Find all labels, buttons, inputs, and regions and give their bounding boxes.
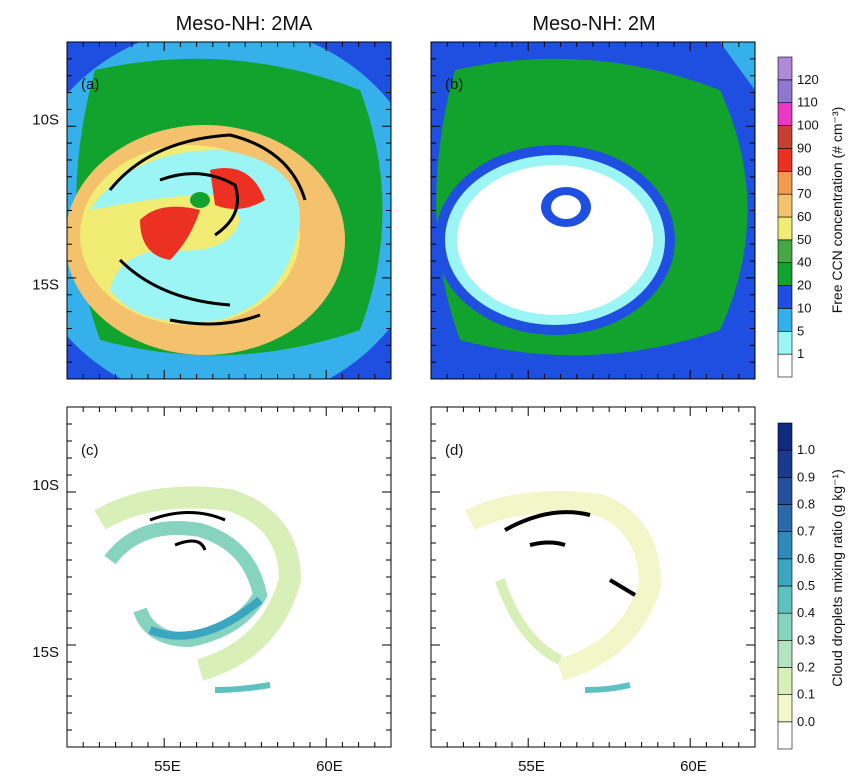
panel-d-light-band <box>465 491 662 681</box>
colorbar-cloud-title: Cloud droplets mixing ratio (g kg⁻¹) <box>829 469 845 686</box>
colorbar-ccn-swatch <box>777 308 793 332</box>
x-tick-label: 60E <box>316 758 343 775</box>
colorbar-ccn-swatch <box>777 125 793 149</box>
colorbar-ccn: 1 5 10 20 40 50 60 70 80 90 100 110 120 <box>777 56 819 378</box>
colorbar-cloud-level-label: 0.3 <box>797 632 815 647</box>
colorbar-ccn-level-label: 60 <box>797 209 811 224</box>
x-tick-label: 60E <box>680 758 707 775</box>
panel-b-corner-band <box>720 42 755 90</box>
y-tick-label: 10S <box>32 112 59 129</box>
panel-b-eye <box>551 195 581 219</box>
panel-c-dark-band <box>148 596 263 640</box>
panel-b-white-area <box>457 165 653 315</box>
title-right: Meso-NH: 2M <box>532 13 655 35</box>
panel-a-green-ring <box>110 64 345 160</box>
panel-a-contours <box>108 133 307 326</box>
colorbar-ccn-level-label: 20 <box>797 278 811 293</box>
panel-d-south-band <box>584 682 631 693</box>
colorbar-ccn-level-label: 80 <box>797 163 811 178</box>
colorbar-cloud-level-label: 1.0 <box>797 442 815 457</box>
colorbar-cloud-level-label: 0.2 <box>797 660 815 675</box>
panel-a-red-core <box>140 206 200 260</box>
panel-c-contours <box>149 511 226 551</box>
colorbar-ccn-swatch <box>777 170 793 195</box>
colorbar-cloud-level-label: 0.6 <box>797 551 815 566</box>
colorbar-ccn-swatch <box>777 102 793 126</box>
colorbar-cloud-swatch <box>777 504 793 532</box>
colorbar-ccn-swatch <box>777 79 793 104</box>
colorbar-ccn-title: Free CCN concentration (# cm⁻³) <box>829 107 845 314</box>
panel-a <box>67 42 391 379</box>
colorbar-cloud-level-label: 0.7 <box>797 524 815 539</box>
colorbar-cloud-swatch <box>777 585 793 614</box>
panel-a-label: (a) <box>81 76 99 93</box>
colorbar-ccn-swatch <box>777 148 793 172</box>
colorbar-cloud-swatch <box>777 721 793 750</box>
colorbar-ccn-level-label: 10 <box>797 300 811 315</box>
y-tick-label: 10S <box>32 477 59 494</box>
colorbar-cloud-swatch <box>777 612 793 641</box>
colorbar-ccn-level-label: 120 <box>797 72 819 87</box>
colorbar-cloud-swatch <box>777 640 793 668</box>
y-tick-label: 15S <box>32 644 59 661</box>
colorbar-cloud-level-label: 0.0 <box>797 714 815 729</box>
colorbar-ccn-level-label: 5 <box>797 323 804 338</box>
colorbar-ccn-level-label: 70 <box>797 186 811 201</box>
panel-d <box>431 407 755 747</box>
colorbar-cloud-level-label: 0.1 <box>797 687 815 702</box>
title-left: Meso-NH: 2MA <box>176 13 313 35</box>
panel-d-background <box>431 407 755 747</box>
colorbar-ccn-swatch <box>777 285 793 309</box>
panel-c-background <box>67 407 391 747</box>
panel-b-label: (b) <box>445 76 463 93</box>
colorbar-ccn-swatch <box>777 353 793 378</box>
colorbar-ccn-swatch <box>777 330 793 355</box>
colorbar-cloud: 0.0 0.1 0.2 0.3 0.4 0.5 0.6 0.7 0.8 0.9 1.0 <box>777 422 815 750</box>
panel-c <box>67 407 391 747</box>
colorbar-ccn-swatch <box>777 56 793 81</box>
colorbar-ccn-swatch <box>777 239 793 264</box>
colorbar-cloud-level-label: 0.4 <box>797 605 815 620</box>
colorbar-ccn-level-label: 50 <box>797 232 811 247</box>
axis-ticks: 10S 15S 10S 15S 55E 60E 55E 60E <box>32 42 755 775</box>
panel-c-light-band <box>94 486 302 681</box>
panel-a-eye <box>190 192 210 208</box>
panel-b <box>431 42 755 379</box>
panel-d-label: (d) <box>445 442 463 459</box>
colorbar-cloud-swatch <box>777 422 793 451</box>
panel-d-contours <box>504 510 637 597</box>
colorbar-ccn-swatch <box>777 193 793 218</box>
colorbar-cloud-swatch <box>777 477 793 505</box>
x-tick-label: 55E <box>154 758 181 775</box>
colorbar-cloud-swatch <box>777 667 793 695</box>
colorbar-cloud-swatch <box>777 449 793 478</box>
colorbar-ccn-level-label: 1 <box>797 346 804 361</box>
colorbar-ccn-level-label: 110 <box>797 95 818 110</box>
colorbar-cloud-swatch <box>777 531 793 560</box>
colorbar-cloud-level-label: 0.5 <box>797 578 815 593</box>
panel-c-south-band <box>214 682 271 693</box>
panel-c-label: (c) <box>81 442 99 459</box>
panel-d-mid-band <box>495 578 563 665</box>
colorbar-cloud-swatch <box>777 694 793 723</box>
colorbar-cloud-swatch <box>777 558 793 587</box>
colorbar-cloud-level-label: 0.8 <box>797 497 815 512</box>
colorbar-ccn-swatch <box>777 216 793 241</box>
colorbar-ccn-level-label: 40 <box>797 255 811 270</box>
y-tick-label: 15S <box>32 277 59 294</box>
colorbar-cloud-level-label: 0.9 <box>797 469 815 484</box>
colorbar-ccn-swatch <box>777 262 793 286</box>
x-tick-label: 55E <box>518 758 545 775</box>
colorbar-ccn-level-label: 90 <box>797 140 811 155</box>
colorbar-ccn-level-label: 100 <box>797 118 819 133</box>
